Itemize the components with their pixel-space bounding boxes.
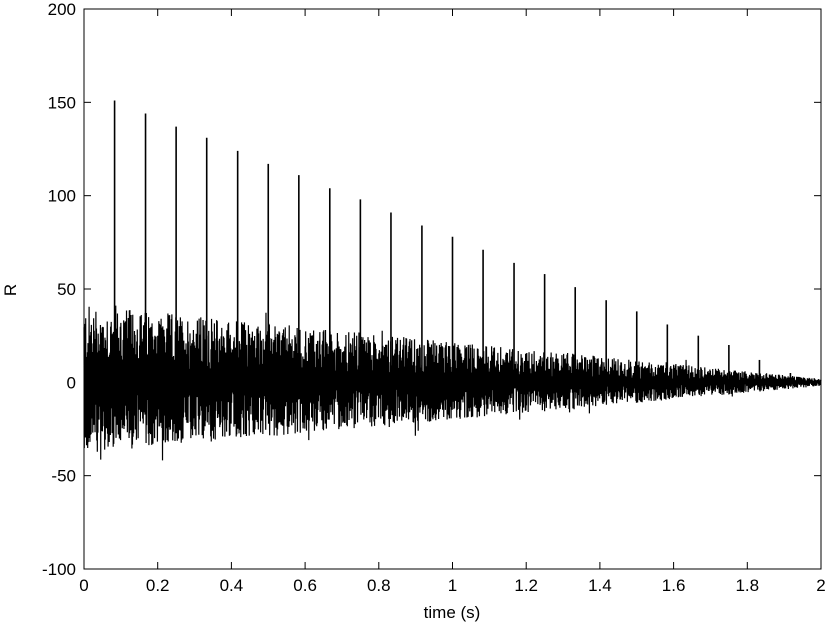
y-axis-ticks: -100 -50 0 50 100 150 200 — [42, 0, 821, 579]
x-tick-label: 1.2 — [514, 576, 538, 595]
x-tick-label: 0.6 — [293, 576, 317, 595]
y-axis-label: R — [1, 284, 20, 296]
x-tick-label: 0.8 — [367, 576, 391, 595]
x-tick-label: 1.4 — [588, 576, 612, 595]
y-tick-label: 100 — [48, 187, 76, 206]
x-tick-label: 0.4 — [220, 576, 244, 595]
y-tick-label: 50 — [57, 280, 76, 299]
x-tick-label: 1.8 — [735, 576, 759, 595]
y-tick-label: -50 — [51, 467, 76, 486]
y-tick-label: 200 — [48, 0, 76, 19]
y-tick-label: 0 — [67, 373, 76, 392]
x-tick-label: 1 — [448, 576, 457, 595]
x-tick-label: 1.6 — [662, 576, 686, 595]
x-axis-label: time (s) — [424, 603, 481, 622]
y-tick-label: -100 — [42, 560, 76, 579]
x-tick-label: 2 — [816, 576, 825, 595]
peak-layer — [113, 100, 792, 383]
y-tick-label: 150 — [48, 93, 76, 112]
x-tick-label: 0.2 — [146, 576, 170, 595]
x-tick-label: 0 — [79, 576, 88, 595]
x-axis-ticks: 0 0.2 0.4 0.6 0.8 1 1.2 1.4 1.6 1.8 2 — [79, 9, 826, 595]
